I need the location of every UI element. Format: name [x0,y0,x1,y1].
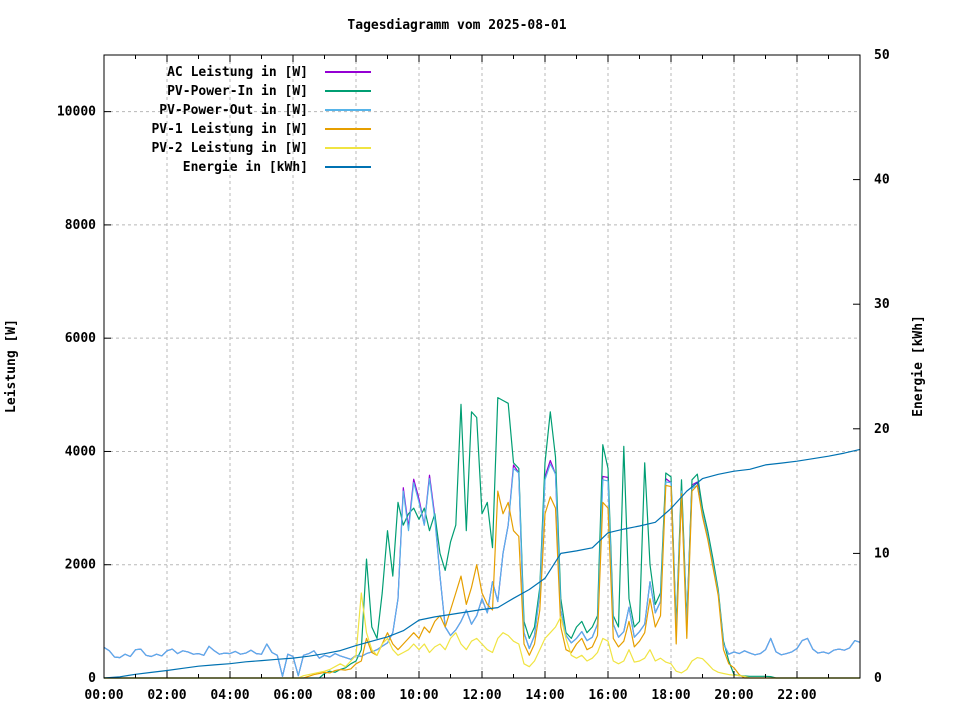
y-right-tick-label: 10 [874,546,890,561]
x-tick-label: 22:00 [777,688,816,703]
x-tick-label: 00:00 [84,688,123,703]
x-tick-label: 10:00 [399,688,438,703]
legend-label: AC Leistung in [W] [167,65,308,80]
y-right-tick-label: 30 [874,297,890,312]
series-energie [103,448,861,679]
legend-label: PV-Power-Out in [W] [159,103,308,118]
grid [104,55,860,678]
legend-label: PV-2 Leistung in [W] [151,141,308,156]
x-tick-label: 14:00 [525,688,564,703]
y-left-tick-label: 2000 [65,558,96,573]
legend-item-pv_power_out: PV-Power-Out in [W] [159,103,371,118]
y-right-tick-label: 40 [874,173,890,188]
y-left-tick-label: 6000 [65,331,96,346]
y-left-tick-label: 10000 [57,105,96,120]
legend-label: Energie in [kWh] [183,160,308,175]
legend-label: PV-1 Leistung in [W] [151,122,308,137]
y-right-tick-label: 0 [874,671,882,686]
x-tick-label: 12:00 [462,688,501,703]
x-tick-label: 16:00 [588,688,627,703]
y-left-tick-label: 4000 [65,444,96,459]
x-tick-label: 02:00 [147,688,186,703]
y-axis-right-label: Energie [kWh] [911,315,926,417]
x-tick-label: 04:00 [210,688,249,703]
axes: 00:00 02:00 04:00 06:00 08:00 10:00 12:00 14:00… [57,48,890,703]
y-left-tick-label: 8000 [65,218,96,233]
series-pv_power_out [103,463,861,677]
y-left-tick-label: 0 [88,671,96,686]
chart-title: Tagesdiagramm vom 2025-08-01 [347,18,566,33]
legend-item-pv2: PV-2 Leistung in [W] [151,141,371,156]
legend-item-energie: Energie in [kWh] [183,160,371,175]
x-tick-label: 18:00 [651,688,690,703]
x-tick-label: 20:00 [714,688,753,703]
y-right-tick-label: 20 [874,422,890,437]
x-tick-label: 08:00 [336,688,375,703]
y-axis-left-label: Leistung [W] [4,319,19,413]
legend-item-pv_power_in: PV-Power-In in [W] [167,84,371,99]
legend-label: PV-Power-In in [W] [167,84,308,99]
legend-item-pv1: PV-1 Leistung in [W] [151,122,371,137]
legend-item-ac: AC Leistung in [W] [167,65,371,80]
x-tick-label: 06:00 [273,688,312,703]
y-right-tick-label: 50 [874,48,890,63]
legend: AC Leistung in [W] PV-Power-In in [W] PV-P… [151,65,371,175]
